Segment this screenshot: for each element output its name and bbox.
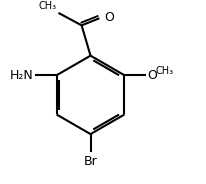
Text: CH₃: CH₃ <box>156 66 174 76</box>
Text: CH₃: CH₃ <box>39 1 57 11</box>
Text: H₂N: H₂N <box>10 69 33 82</box>
Text: O: O <box>148 69 158 82</box>
Text: O: O <box>104 11 114 24</box>
Text: Br: Br <box>84 155 97 168</box>
